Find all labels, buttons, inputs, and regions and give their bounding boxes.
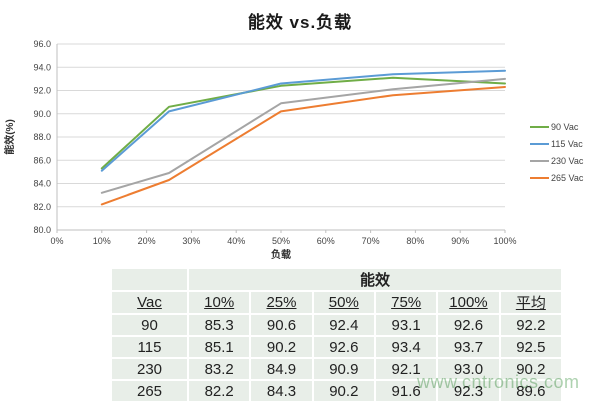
chart-legend: 90 Vac 115 Vac 230 Vac 265 Vac <box>530 118 598 186</box>
table-header-label: 75% <box>391 294 422 311</box>
table-cell: 91.6 <box>375 381 437 401</box>
y-tick-label: 84.0 <box>33 179 51 189</box>
table-cell: 92.6 <box>313 337 374 357</box>
table-cell: 92.1 <box>375 359 437 379</box>
y-tick-label: 82.0 <box>33 202 51 212</box>
series-line-230-vac <box>100 77 506 194</box>
table-header-cell: 100% <box>438 292 499 313</box>
legend-item: 265 Vac <box>530 169 598 186</box>
y-tick-label: 96.0 <box>33 39 51 49</box>
x-tick-label: 30% <box>182 236 200 246</box>
table-header-label: Vac <box>137 294 162 311</box>
y-tick-label: 80.0 <box>33 225 51 235</box>
legend-swatch <box>530 125 549 128</box>
x-tick-label: 40% <box>227 236 245 246</box>
chart-title: 能效 vs.负载 <box>247 13 353 32</box>
x-tick-label: 0% <box>50 236 63 246</box>
table-cell: 92.4 <box>313 315 374 335</box>
table-header-cell: Vac <box>112 292 187 313</box>
table-cell: 90.2 <box>313 381 374 401</box>
table-header-label: 50% <box>328 294 359 311</box>
table-cell: 90 <box>112 315 187 335</box>
table-cell: 230 <box>112 359 187 379</box>
table-cell: 115 <box>112 337 187 357</box>
x-tick-label: 10% <box>93 236 111 246</box>
table-cell: 265 <box>112 381 187 401</box>
table-row: 115 85.1 90.2 92.6 93.4 93.7 92.5 <box>112 337 561 357</box>
legend-swatch <box>530 176 549 179</box>
y-tick-label: 92.0 <box>33 86 51 96</box>
table-cell: 85.3 <box>189 315 250 335</box>
y-tick-label: 86.0 <box>33 155 51 165</box>
table-cell: 83.2 <box>189 359 250 379</box>
table-cell: 84.9 <box>251 359 312 379</box>
table-cell: 89.6 <box>500 381 561 401</box>
table-header-cell: 平均 <box>500 292 561 313</box>
series-line-115-vac <box>100 69 506 172</box>
table-row: 265 82.2 84.3 90.2 91.6 92.3 89.6 <box>112 381 561 401</box>
table-cell: 92.5 <box>500 337 561 357</box>
table-cell: 85.1 <box>189 337 250 357</box>
legend-item: 230 Vac <box>530 152 598 169</box>
series-line-90-vac <box>100 76 506 170</box>
table-cell: 92.6 <box>438 315 499 335</box>
table-cell: 84.3 <box>251 381 312 401</box>
table-row: 90 85.3 90.6 92.4 93.1 92.6 92.2 <box>112 315 561 335</box>
y-tick-label: 88.0 <box>33 132 51 142</box>
table-header-cell: 25% <box>251 292 312 313</box>
x-axis-title: 负载 <box>271 248 291 261</box>
legend-item: 90 Vac <box>530 118 598 135</box>
watermark: www.cntronics.com <box>417 372 580 392</box>
legend-swatch <box>530 142 549 145</box>
y-tick-label: 90.0 <box>33 109 51 119</box>
table-cell: 90.6 <box>251 315 312 335</box>
table-cell: 93.4 <box>375 337 437 357</box>
series-line-265-vac <box>100 86 506 206</box>
table-header-label: 100% <box>449 294 488 311</box>
table-cell: 90.9 <box>313 359 374 379</box>
table-corner-cell <box>112 269 187 290</box>
legend-label: 265 Vac <box>551 172 584 183</box>
table-row: 230 83.2 84.9 90.9 92.1 93.0 90.2 <box>112 359 561 379</box>
x-tick-label: 90% <box>451 236 469 246</box>
x-tick-label: 80% <box>406 236 424 246</box>
table-header-label: 10% <box>204 294 235 311</box>
x-tick-label: 20% <box>138 236 156 246</box>
table-header-row: Vac 10% 25% 50% 75% 100% 平均 <box>112 292 561 313</box>
table-group-header-row: 能效 <box>112 269 561 290</box>
x-tick-label: 70% <box>362 236 380 246</box>
legend-label: 115 Vac <box>551 138 583 149</box>
x-tick-label: 60% <box>317 236 335 246</box>
x-tick-label: 50% <box>272 236 290 246</box>
line-chart: 96.0 94.0 92.0 90.0 88.0 86.0 84.0 82.0 80.00% 10… <box>3 39 517 261</box>
table-header-label: 平均 <box>515 295 546 312</box>
table-cell: 92.3 <box>438 381 499 401</box>
legend-swatch <box>530 159 549 162</box>
table-header-cell: 10% <box>189 292 250 313</box>
table-header-label: 25% <box>266 294 297 311</box>
table-cell: 93.1 <box>375 315 437 335</box>
table-group-header-cell: 能效 <box>189 269 561 290</box>
table-header-cell: 75% <box>375 292 437 313</box>
x-tick-label: 100% <box>493 236 516 246</box>
y-axis-title: 能效(%) <box>3 119 16 155</box>
y-tick-label: 94.0 <box>33 62 51 72</box>
legend-label: 90 Vac <box>551 121 579 132</box>
table-cell: 90.2 <box>500 359 561 379</box>
legend-item: 115 Vac <box>530 135 598 152</box>
efficiency-table: 能效 Vac 10% 25% 50% 75% 100% 平均 90 85.3 90.6 92.4 93.… <box>110 267 563 403</box>
table-cell: 92.2 <box>500 315 561 335</box>
table-cell: 82.2 <box>189 381 250 401</box>
table-cell: 93.0 <box>438 359 499 379</box>
table-cell: 93.7 <box>438 337 499 357</box>
table-cell: 90.2 <box>251 337 312 357</box>
legend-label: 230 Vac <box>551 155 584 166</box>
table-header-cell: 50% <box>313 292 374 313</box>
